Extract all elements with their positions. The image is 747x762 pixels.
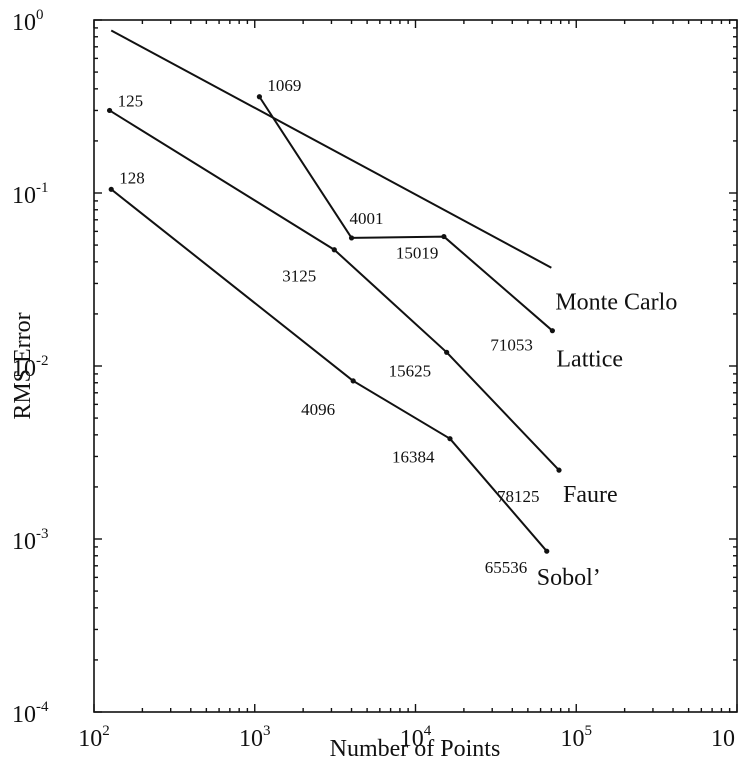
x-tick-label-exponent: 5	[585, 723, 593, 739]
series-name-label: Sobol’	[537, 565, 601, 591]
x-tick-label-base: 10	[78, 726, 102, 752]
data-point-label: 65536	[485, 558, 528, 577]
data-point-label: 4096	[301, 400, 335, 419]
x-tick-label-base: 10	[239, 726, 263, 752]
data-point	[447, 436, 453, 442]
data-point	[256, 94, 263, 100]
data-point-label: 128	[119, 168, 145, 187]
series-name-label: Lattice	[556, 347, 623, 373]
y-tick-label-exponent: 0	[36, 7, 44, 23]
y-tick-label-base: 10	[12, 10, 36, 36]
x-tick-label-base: 10	[711, 726, 735, 752]
series-group: Monte Carlo 1069 4001 15019 71053 Lattice 125 3…	[106, 29, 677, 591]
data-point-label: 71053	[490, 336, 532, 355]
series-name-label: Monte Carlo	[555, 290, 677, 316]
x-tick-label-exponent: 2	[102, 723, 110, 739]
x-tick-label-base: 10	[561, 726, 585, 752]
y-tick-label: 10-2	[12, 353, 49, 382]
y-tick-label-base: 10	[12, 356, 36, 382]
y-tick-label-base: 10	[12, 702, 36, 728]
data-point	[331, 247, 337, 253]
axis-ticks	[93, 19, 738, 713]
y-tick-label-base: 10	[12, 529, 36, 555]
x-axis-title: Number of Points	[330, 736, 501, 762]
y-tick-label-exponent: -1	[36, 180, 49, 196]
data-point-label: 3125	[282, 267, 316, 286]
data-point	[441, 233, 447, 240]
y-tick-label: 10-1	[12, 180, 49, 209]
data-point-label: 125	[118, 91, 143, 110]
data-point-label: 16384	[392, 448, 435, 467]
data-point	[444, 349, 450, 355]
data-point-label: 15019	[396, 244, 439, 263]
data-point-label: 15625	[389, 361, 432, 380]
data-point-label: 4001	[350, 209, 384, 228]
x-tick-label: 102	[78, 723, 110, 752]
data-point	[108, 186, 114, 192]
data-point	[549, 328, 555, 334]
series-line	[110, 29, 552, 269]
x-tick-label-exponent: 3	[263, 723, 271, 739]
y-tick-label: 10-3	[12, 526, 49, 555]
x-tick-label-exponent: 4	[424, 723, 432, 739]
y-tick-label-base: 10	[12, 183, 36, 209]
y-axis-title: RMS Error	[10, 312, 36, 419]
data-point	[106, 107, 113, 114]
y-tick-label-exponent: -4	[36, 699, 49, 715]
data-point	[348, 235, 355, 241]
y-tick-label-exponent: -2	[36, 353, 49, 369]
data-point-label: 78125	[497, 487, 540, 506]
series-faure: 125 3125 15625 78125 Faure	[106, 91, 618, 508]
y-tick-label: 10-4	[12, 699, 49, 728]
data-point	[556, 467, 562, 473]
x-tick-label: 105	[561, 723, 593, 752]
series-lattice: 1069 4001 15019 71053 Lattice	[256, 76, 623, 373]
y-tick-label: 100	[12, 7, 44, 36]
series-sobol-: 128 4096 16384 65536 Sobol’	[108, 168, 601, 591]
series-line	[109, 109, 560, 471]
y-tick-label-exponent: -3	[36, 526, 49, 542]
x-tick-label: 104	[400, 723, 432, 752]
series-monte-carlo: Monte Carlo	[110, 29, 677, 316]
series-line	[110, 188, 548, 552]
series-name-label: Faure	[563, 482, 618, 508]
data-point	[350, 378, 356, 384]
data-point-label: 1069	[267, 76, 301, 95]
series-line	[258, 96, 554, 332]
x-tick-label: 10	[711, 726, 735, 752]
x-tick-label: 103	[239, 723, 271, 752]
data-point	[544, 548, 550, 554]
x-tick-label-base: 10	[400, 726, 424, 752]
